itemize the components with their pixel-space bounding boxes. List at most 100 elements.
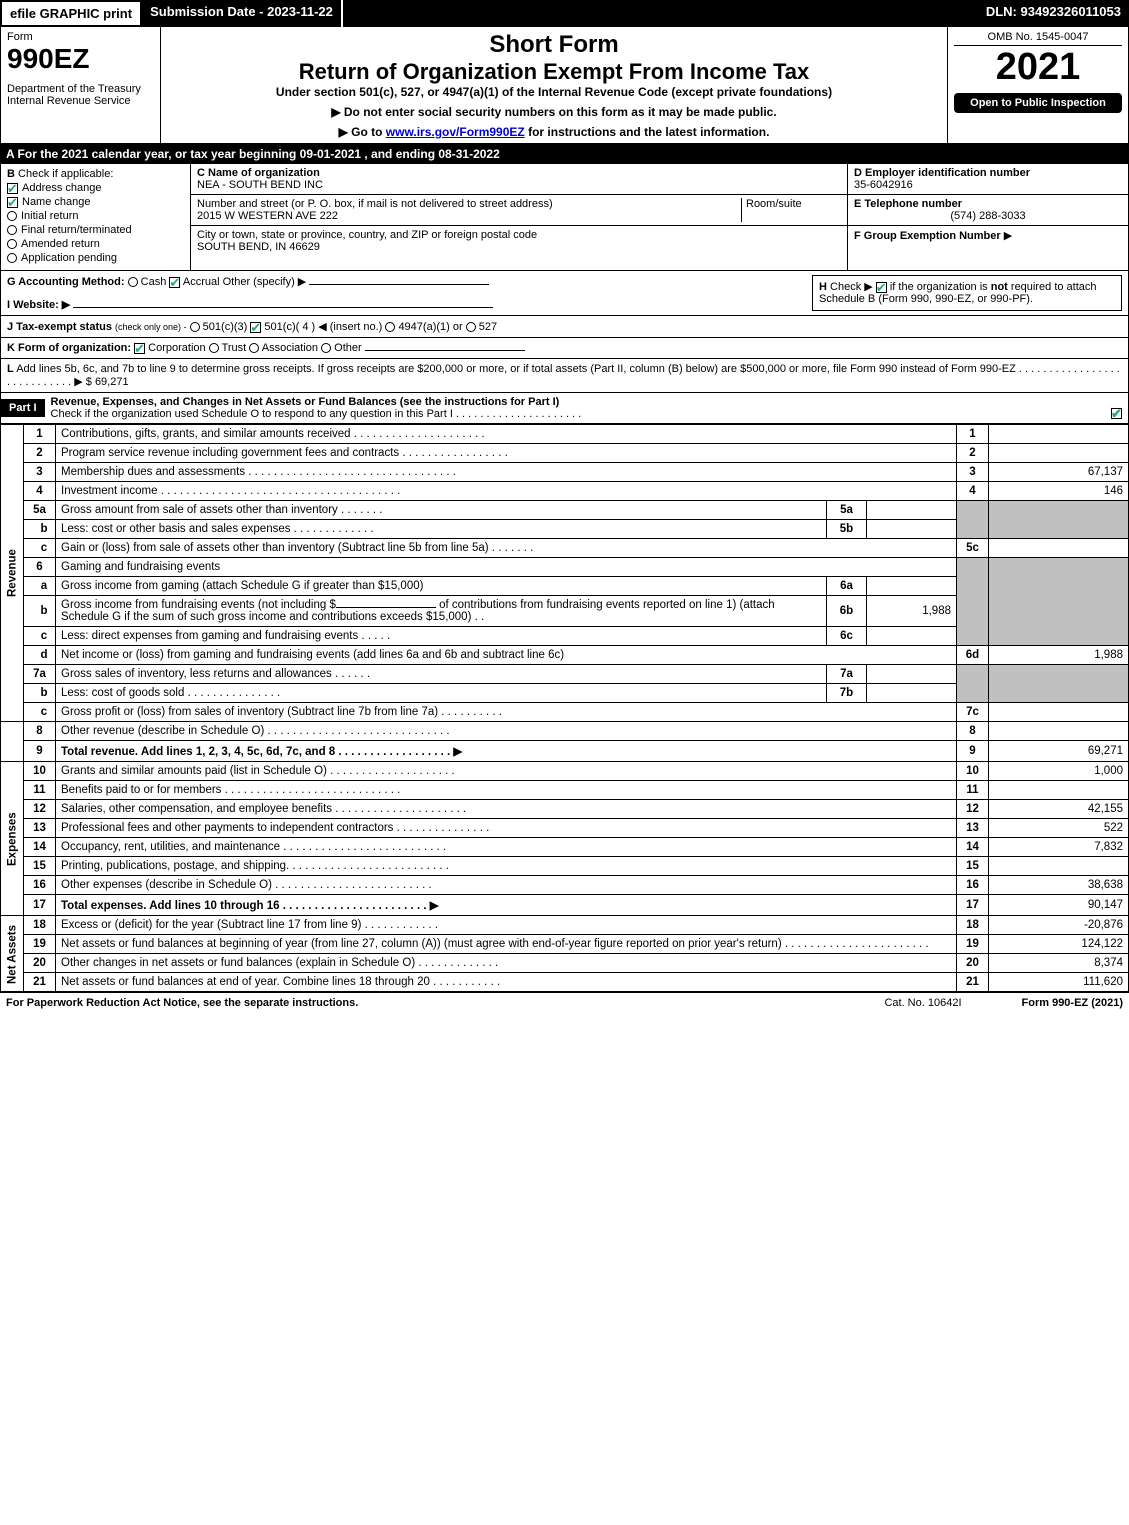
line-num: 10 <box>24 762 56 781</box>
line-desc: Contributions, gifts, grants, and simila… <box>56 425 957 444</box>
line-val <box>989 425 1129 444</box>
line-val: 522 <box>989 819 1129 838</box>
l-amount: $ 69,271 <box>86 376 129 388</box>
line-num: 19 <box>24 935 56 954</box>
line-k: K Form of organization: Corporation Trus… <box>0 338 1129 359</box>
address-change-label: Address change <box>22 182 102 194</box>
table-row: 14Occupancy, rent, utilities, and mainte… <box>1 838 1129 857</box>
k-label: K Form of organization: <box>7 342 131 354</box>
line-box: 12 <box>957 800 989 819</box>
irs-link[interactable]: www.irs.gov/Form990EZ <box>386 125 525 139</box>
return-title: Return of Organization Exempt From Incom… <box>167 59 941 85</box>
line-sidebox: 6a <box>827 577 867 596</box>
line-desc: Net assets or fund balances at end of ye… <box>56 973 957 992</box>
radio-501c[interactable] <box>250 322 261 333</box>
form-number: 990EZ <box>7 43 154 75</box>
line-val <box>989 781 1129 800</box>
line-val: 90,147 <box>989 895 1129 916</box>
line-desc: Gaming and fundraising events <box>56 558 957 577</box>
final-return-label: Final return/terminated <box>21 224 132 236</box>
line-num: 21 <box>24 973 56 992</box>
radio-accrual[interactable] <box>169 277 180 288</box>
table-row: 20Other changes in net assets or fund ba… <box>1 954 1129 973</box>
shade-cell <box>989 501 1129 539</box>
line-val: 38,638 <box>989 876 1129 895</box>
footer-right: Form 990-EZ (2021) <box>1022 997 1123 1009</box>
page-footer: For Paperwork Reduction Act Notice, see … <box>0 992 1129 1013</box>
check-if: Check if applicable: <box>18 168 113 180</box>
shade-cell <box>989 558 1129 646</box>
amended-label: Amended return <box>21 238 100 250</box>
table-row: Net Assets 18Excess or (deficit) for the… <box>1 916 1129 935</box>
line-box: 5c <box>957 539 989 558</box>
radio-other-org[interactable] <box>321 343 331 353</box>
checkbox-final-return[interactable] <box>7 225 17 235</box>
table-row: Expenses 10Grants and similar amounts pa… <box>1 762 1129 781</box>
line-val <box>989 703 1129 722</box>
form-word: Form <box>7 31 154 43</box>
line-num: 4 <box>24 482 56 501</box>
radio-cash[interactable] <box>128 277 138 287</box>
initial-return-label: Initial return <box>21 210 78 222</box>
section-a: A For the 2021 calendar year, or tax yea… <box>0 144 1129 164</box>
line-num: 18 <box>24 916 56 935</box>
checkbox-initial-return[interactable] <box>7 211 17 221</box>
header-center: Short Form Return of Organization Exempt… <box>161 27 948 143</box>
radio-4947[interactable] <box>385 322 395 332</box>
line-val: 124,122 <box>989 935 1129 954</box>
line-val <box>989 857 1129 876</box>
line-num: d <box>24 646 56 665</box>
line-num: 14 <box>24 838 56 857</box>
line-sidebox: 5b <box>827 520 867 539</box>
street-label: Number and street (or P. O. box, if mail… <box>197 198 741 210</box>
line-num: 3 <box>24 463 56 482</box>
line-box: 2 <box>957 444 989 463</box>
expenses-label: Expenses <box>1 762 24 916</box>
checkbox-name-change[interactable] <box>7 197 18 208</box>
header-right: OMB No. 1545-0047 2021 Open to Public In… <box>948 27 1128 143</box>
part1-title: Revenue, Expenses, and Changes in Net As… <box>51 396 560 408</box>
other-input[interactable] <box>309 284 489 285</box>
radio-assoc[interactable] <box>249 343 259 353</box>
dept-treasury: Department of the Treasury <box>7 83 154 95</box>
e-label: E Telephone number <box>854 198 1122 210</box>
line-sideval <box>867 520 957 539</box>
submission-date: Submission Date - 2023-11-22 <box>142 0 343 27</box>
lines-table: Revenue 1Contributions, gifts, grants, a… <box>0 424 1129 992</box>
radio-corp[interactable] <box>134 343 145 354</box>
note-goto: ▶ Go to www.irs.gov/Form990EZ for instru… <box>167 125 941 139</box>
shade-cell <box>957 501 989 539</box>
checkbox-part1-scho[interactable] <box>1111 408 1122 419</box>
line-box: 3 <box>957 463 989 482</box>
line-val: 1,000 <box>989 762 1129 781</box>
efile-print[interactable]: efile GRAPHIC print <box>0 0 142 27</box>
d1: Gross income from fundraising events (no… <box>61 599 336 611</box>
line-box: 1 <box>957 425 989 444</box>
j-o4: 527 <box>479 321 497 333</box>
j-o2: 501(c)( 4 ) ◀ (insert no.) <box>264 321 382 333</box>
table-row: Revenue 1Contributions, gifts, grants, a… <box>1 425 1129 444</box>
line-num: c <box>24 703 56 722</box>
blank-input[interactable] <box>336 607 436 608</box>
line-sidebox: 7a <box>827 665 867 684</box>
checkbox-address-change[interactable] <box>7 183 18 194</box>
table-row: 12Salaries, other compensation, and empl… <box>1 800 1129 819</box>
line-desc: Gross income from gaming (attach Schedul… <box>56 577 827 596</box>
section-def: D Employer identification number 35-6042… <box>848 164 1128 270</box>
checkbox-h[interactable] <box>876 282 887 293</box>
radio-501c3[interactable] <box>190 322 200 332</box>
line-sideval <box>867 684 957 703</box>
line-desc: Less: cost or other basis and sales expe… <box>56 520 827 539</box>
line-val: 69,271 <box>989 741 1129 762</box>
checkbox-pending[interactable] <box>7 253 17 263</box>
website-input[interactable] <box>73 307 493 308</box>
line-j: J Tax-exempt status (check only one) - 5… <box>0 316 1129 338</box>
other-org-input[interactable] <box>365 350 525 351</box>
table-row: 16Other expenses (describe in Schedule O… <box>1 876 1129 895</box>
line-desc: Investment income . . . . . . . . . . . … <box>56 482 957 501</box>
checkbox-amended[interactable] <box>7 239 17 249</box>
line-num: 5a <box>24 501 56 520</box>
line-num: 1 <box>24 425 56 444</box>
radio-527[interactable] <box>466 322 476 332</box>
radio-trust[interactable] <box>209 343 219 353</box>
